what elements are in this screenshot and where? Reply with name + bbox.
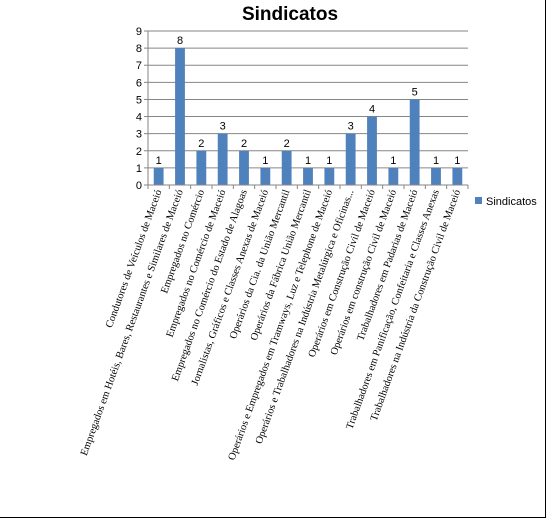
- bar-2: [175, 48, 185, 185]
- bar-12: [388, 167, 399, 185]
- y-tick-label: 9: [136, 26, 142, 38]
- legend-label-sindicatos: Sindicatos: [486, 196, 537, 208]
- data-label-11: 4: [369, 104, 375, 116]
- y-tick-label: 6: [136, 77, 142, 89]
- data-label-5: 2: [241, 138, 247, 150]
- bar-7: [281, 150, 292, 185]
- y-tick-label: 4: [136, 112, 142, 124]
- bar-1: [153, 167, 164, 185]
- data-label-8: 1: [305, 155, 311, 167]
- bar-3: [196, 150, 207, 185]
- y-tick-label: 5: [136, 94, 142, 106]
- y-tick-label: 7: [136, 60, 142, 72]
- y-tick-label: 1: [136, 163, 142, 175]
- y-tick-label: 2: [136, 146, 142, 158]
- data-label-6: 1: [262, 155, 268, 167]
- bar-10: [345, 133, 356, 185]
- category-labels: Condutores de Veículos de MaceióEmpregad…: [79, 188, 463, 462]
- bar-13: [409, 99, 420, 185]
- bar-15: [452, 167, 463, 185]
- chart-title: Sindicatos: [242, 4, 338, 25]
- y-axis-ticks: 0 1 2 3 4 5 6 7 8 9: [136, 26, 148, 192]
- data-labels: 1 8 2 3 2 1 2 1 1 3 4 1 5 1 1: [156, 35, 461, 167]
- bar-11: [367, 116, 377, 185]
- y-tick-label: 0: [136, 180, 142, 192]
- y-tick-label: 8: [136, 43, 142, 55]
- data-label-15: 1: [454, 155, 460, 167]
- legend-swatch: [475, 197, 482, 204]
- data-label-7: 2: [284, 138, 290, 150]
- data-label-4: 3: [220, 121, 226, 133]
- data-label-13: 5: [412, 86, 418, 98]
- bar-14: [431, 167, 441, 185]
- data-label-10: 3: [348, 121, 354, 133]
- bar-6: [260, 167, 271, 185]
- data-label-3: 2: [198, 138, 204, 150]
- bar-9: [324, 167, 335, 185]
- bar-8: [303, 167, 313, 185]
- data-label-1: 1: [156, 155, 162, 167]
- gridlines: [148, 30, 468, 169]
- data-label-12: 1: [390, 155, 396, 167]
- bar-4: [217, 133, 228, 185]
- legend: Sindicatos: [475, 196, 537, 208]
- bars: [153, 48, 463, 185]
- y-tick-label: 3: [136, 129, 142, 141]
- data-label-2: 8: [177, 35, 183, 47]
- bar-5: [239, 150, 249, 185]
- data-label-9: 1: [326, 155, 332, 167]
- data-label-14: 1: [433, 155, 439, 167]
- x-axis-ticks: [147, 185, 469, 189]
